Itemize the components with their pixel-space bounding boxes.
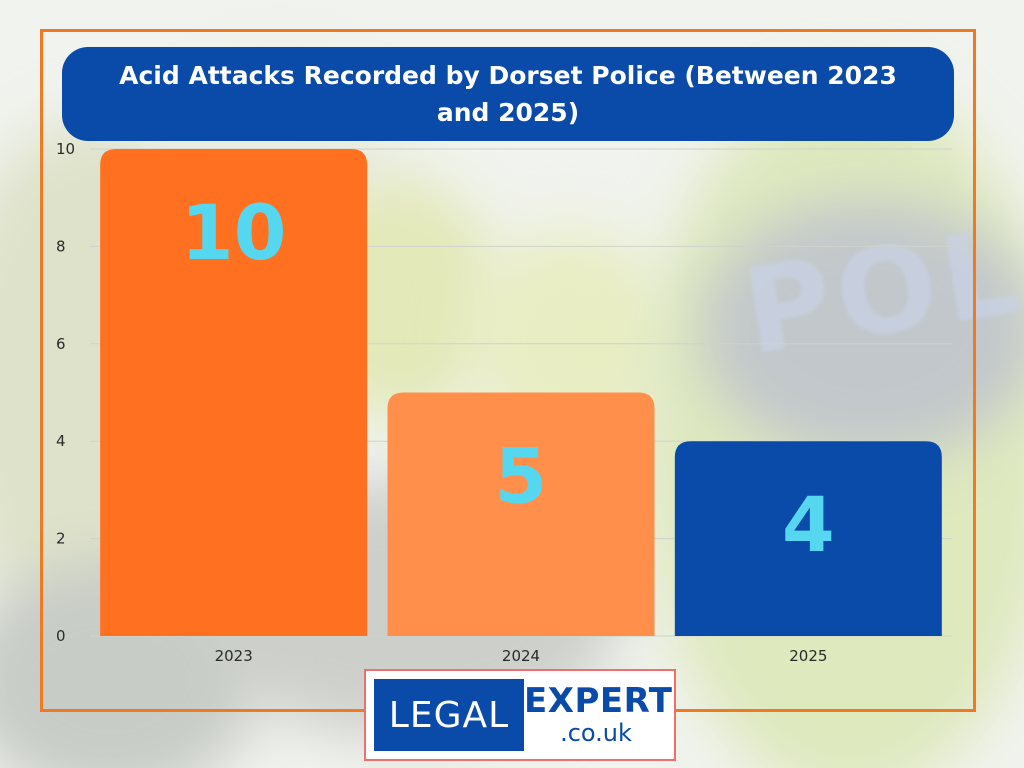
- logo-legal-text: LEGAL: [374, 679, 524, 751]
- y-tick-label: 2: [56, 530, 66, 548]
- bar-2024: [387, 392, 655, 636]
- logo-expert-text: EXPERT: [524, 681, 673, 721]
- y-tick-label: 8: [56, 237, 66, 255]
- x-tick-label: 2023: [215, 647, 253, 665]
- chart-title: Acid Attacks Recorded by Dorset Police (…: [62, 47, 954, 141]
- bar-2023: [100, 149, 368, 636]
- data-label: 4: [782, 480, 835, 569]
- y-tick-label: 4: [56, 432, 66, 450]
- logo-expert-block: EXPERT .co.uk: [524, 679, 673, 751]
- logo-domain-text: .co.uk: [560, 719, 632, 747]
- y-tick-label: 0: [56, 627, 66, 645]
- data-label: 5: [495, 432, 548, 521]
- data-label: 10: [181, 188, 287, 277]
- legal-expert-logo: LEGAL EXPERT .co.uk: [364, 669, 676, 761]
- x-tick-label: 2025: [789, 647, 827, 665]
- x-tick-label: 2024: [502, 647, 540, 665]
- y-tick-label: 6: [56, 335, 66, 353]
- bar-2025: [674, 441, 942, 636]
- y-tick-label: 10: [56, 140, 75, 158]
